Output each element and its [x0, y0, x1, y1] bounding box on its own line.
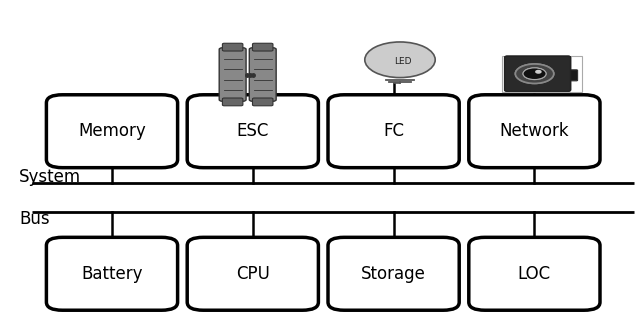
Circle shape	[536, 70, 541, 73]
FancyBboxPatch shape	[219, 48, 246, 101]
FancyBboxPatch shape	[328, 237, 460, 310]
Text: Bus: Bus	[19, 210, 50, 228]
Text: Network: Network	[500, 122, 569, 140]
Text: Memory: Memory	[78, 122, 146, 140]
Text: Battery: Battery	[81, 265, 143, 283]
Circle shape	[523, 68, 546, 79]
FancyBboxPatch shape	[564, 70, 578, 81]
FancyBboxPatch shape	[502, 56, 582, 92]
FancyBboxPatch shape	[46, 237, 177, 310]
FancyBboxPatch shape	[253, 98, 273, 106]
FancyBboxPatch shape	[223, 98, 243, 106]
Circle shape	[523, 68, 546, 79]
Text: CPU: CPU	[236, 265, 269, 283]
FancyBboxPatch shape	[187, 237, 319, 310]
FancyBboxPatch shape	[187, 95, 319, 168]
FancyBboxPatch shape	[46, 95, 177, 168]
FancyBboxPatch shape	[504, 56, 571, 91]
FancyBboxPatch shape	[468, 237, 600, 310]
FancyBboxPatch shape	[223, 43, 243, 51]
Text: LOC: LOC	[518, 265, 551, 283]
FancyBboxPatch shape	[253, 43, 273, 51]
Text: LED: LED	[394, 57, 412, 66]
FancyBboxPatch shape	[328, 95, 460, 168]
Circle shape	[515, 64, 554, 83]
Text: Storage: Storage	[361, 265, 426, 283]
FancyBboxPatch shape	[250, 48, 276, 101]
Circle shape	[365, 42, 435, 78]
Text: ESC: ESC	[237, 122, 269, 140]
Text: System: System	[19, 168, 81, 186]
FancyBboxPatch shape	[468, 95, 600, 168]
FancyBboxPatch shape	[504, 56, 571, 91]
Circle shape	[515, 64, 554, 83]
Text: FC: FC	[383, 122, 404, 140]
